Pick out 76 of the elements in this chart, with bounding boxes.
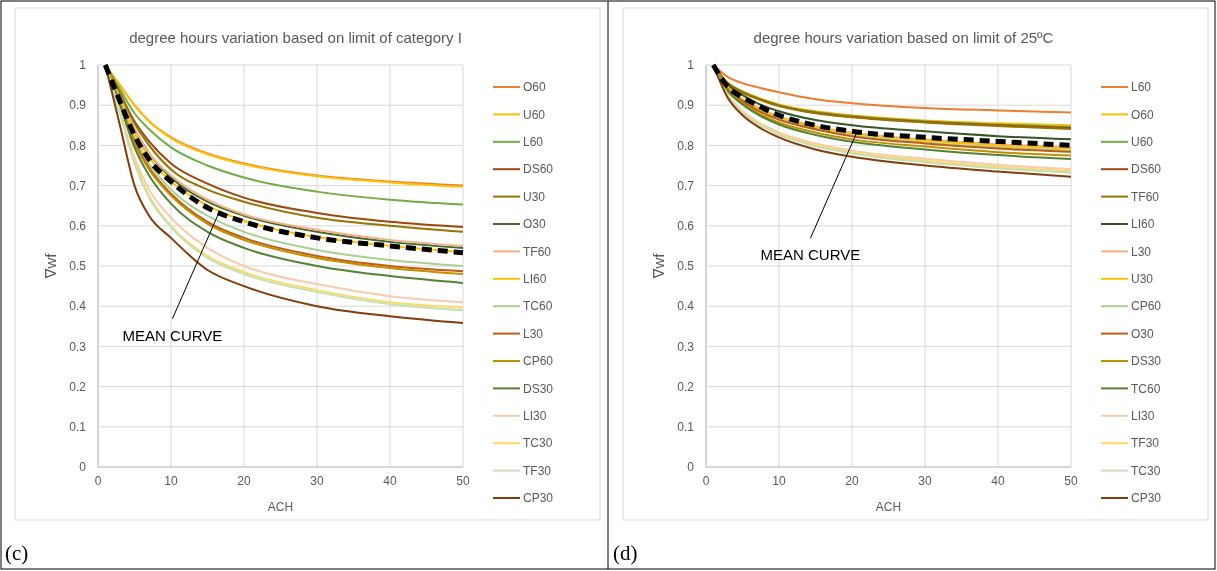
chart-title: degree hours variation based on limit of 25ºC [753, 29, 1054, 46]
y-tick-label: 0.5 [677, 259, 695, 274]
legend-label: L60 [1131, 80, 1152, 95]
x-tick-label: 20 [237, 474, 251, 488]
legend-label: LI60 [1131, 217, 1155, 232]
legend-label: U60 [1131, 135, 1154, 149]
legend-label: U30 [523, 189, 546, 204]
legend-label: U60 [523, 107, 546, 122]
y-tick-label: 0.8 [677, 138, 695, 153]
legend-label: LI30 [1131, 409, 1155, 423]
y-axis-title: ∇wf [42, 252, 59, 280]
y-tick-label: 0.3 [69, 339, 87, 354]
legend-label: TC60 [1131, 381, 1161, 396]
y-tick-label: 1 [79, 58, 87, 73]
legend-label: TF60 [1131, 189, 1160, 204]
x-axis-title: ACH [875, 500, 902, 514]
y-tick-label: 0.2 [69, 379, 87, 394]
y-tick-label: 0.7 [677, 178, 695, 193]
y-tick-label: 0.6 [677, 219, 695, 233]
x-tick-label: 40 [991, 474, 1005, 488]
legend-label: L30 [523, 326, 544, 341]
y-tick-label: 1 [687, 58, 695, 73]
legend-label: DS60 [1131, 162, 1162, 177]
y-tick-label: 0.4 [69, 299, 87, 314]
y-tick-label: 0.3 [677, 339, 695, 354]
y-tick-label: 0.5 [69, 259, 87, 274]
y-tick-label: 0.4 [677, 299, 695, 314]
y-axis-title: ∇wf [650, 252, 667, 280]
annotation: MEAN CURVE [122, 326, 223, 344]
legend-label: O30 [1131, 326, 1155, 341]
legend-label: CP30 [1131, 491, 1162, 506]
x-tick-label: 50 [1064, 474, 1078, 488]
y-tick-label: 0.9 [69, 98, 87, 113]
legend-label: TC60 [523, 299, 553, 314]
legend-label: TF30 [523, 463, 552, 478]
x-tick-label: 50 [456, 474, 470, 488]
y-tick-label: 0 [79, 460, 87, 475]
legend-label: L30 [1131, 244, 1152, 259]
legend-label: L60 [523, 135, 544, 149]
legend-label: DS30 [523, 381, 554, 396]
y-tick-label: 0.6 [69, 219, 87, 233]
y-tick-label: 0.1 [677, 420, 695, 434]
legend-label: CP60 [523, 354, 554, 369]
legend-label: CP30 [523, 491, 554, 506]
legend-label: LI30 [523, 409, 547, 423]
y-tick-label: 0.7 [69, 178, 87, 193]
y-tick-label: 0 [687, 460, 695, 475]
legend-label: O60 [523, 80, 547, 95]
legend-label: U30 [1131, 272, 1154, 286]
legend-label: DS60 [523, 162, 554, 177]
legend-label: CP60 [1131, 299, 1162, 314]
text: (c) [5, 541, 29, 565]
x-tick-label: 0 [94, 474, 102, 488]
x-tick-label: 40 [383, 474, 397, 488]
chart-title: degree hours variation based on limit of category I [129, 29, 462, 46]
x-tick-label: 20 [845, 474, 859, 488]
x-tick-label: 10 [164, 474, 178, 488]
y-tick-label: 0.8 [69, 138, 87, 153]
legend-label: O30 [523, 217, 547, 232]
legend-label: TF30 [1131, 436, 1160, 451]
y-tick-label: 0.2 [677, 379, 695, 394]
x-tick-label: 10 [772, 474, 786, 488]
legend-label: TF60 [523, 244, 552, 259]
y-tick-label: 0.1 [69, 420, 87, 434]
x-tick-label: 30 [918, 474, 932, 488]
legend-label: LI60 [523, 272, 547, 286]
x-axis-title: ACH [267, 500, 294, 514]
annotation: MEAN CURVE [760, 246, 861, 264]
legend-label: DS30 [1131, 354, 1162, 369]
x-tick-label: 0 [702, 474, 710, 488]
legend-label: TC30 [1131, 463, 1161, 478]
x-tick-label: 30 [310, 474, 324, 488]
legend-label: TC30 [523, 436, 553, 451]
y-tick-label: 0.9 [677, 98, 695, 113]
legend-label: O60 [1131, 107, 1155, 122]
text: (d) [613, 541, 638, 565]
